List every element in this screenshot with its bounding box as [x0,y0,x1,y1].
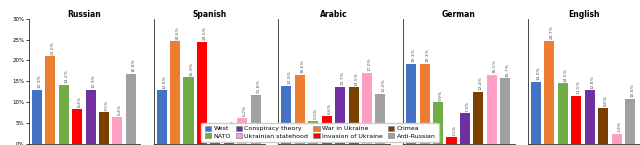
Title: Russian: Russian [68,10,101,19]
Text: 6.4%: 6.4% [118,104,122,115]
Bar [86,90,95,144]
Text: 21.0%: 21.0% [51,41,55,55]
Text: 6.6%: 6.6% [328,103,332,114]
Bar [611,134,621,144]
Text: 12.4%: 12.4% [479,77,483,90]
Text: 8.4%: 8.4% [78,96,82,107]
Text: 8.6%: 8.6% [604,95,608,106]
Text: 13.7%: 13.7% [340,71,345,85]
Text: 11.5%: 11.5% [577,80,581,94]
Bar [224,133,234,144]
Bar [486,75,497,144]
Text: 14.5%: 14.5% [563,68,568,82]
Text: 2.1%: 2.1% [216,122,220,133]
Bar [625,99,635,144]
Bar [531,82,541,144]
Bar [211,135,220,144]
Text: 7.3%: 7.3% [465,100,470,112]
Bar [170,41,180,144]
Bar [500,78,510,144]
Text: 19.1%: 19.1% [426,49,429,62]
Bar [45,56,55,144]
Bar [375,94,385,144]
Text: 24.7%: 24.7% [550,26,554,39]
Title: Arabic: Arabic [320,10,348,19]
Bar [406,64,416,144]
Bar [295,75,305,144]
Text: 2.4%: 2.4% [617,121,621,132]
Bar [251,95,260,144]
Bar [558,83,568,144]
Bar [460,113,470,144]
Text: 14.2%: 14.2% [65,69,68,83]
Bar [362,73,372,144]
Bar [433,102,443,144]
Bar [349,87,358,144]
Bar [184,77,193,144]
Text: 7.5%: 7.5% [105,100,109,111]
Text: 12.8%: 12.8% [163,75,166,89]
Text: 15.9%: 15.9% [189,62,193,76]
Bar [72,109,82,144]
Bar [585,90,595,144]
Text: 16.6%: 16.6% [301,59,305,73]
Legend: West, NATO, Conspiracy theory, Ukrainian statehood, War in Ukraine, Invasion of : West, NATO, Conspiracy theory, Ukrainian… [202,123,438,142]
Text: 16.8%: 16.8% [131,58,136,72]
Bar [197,42,207,144]
Text: 16.5%: 16.5% [492,59,497,73]
Title: German: German [442,10,476,19]
Bar [335,87,345,144]
Text: 13.5%: 13.5% [354,72,358,86]
Text: 5.5%: 5.5% [314,108,318,119]
Text: 12.9%: 12.9% [92,75,95,88]
Bar [32,90,42,144]
Bar [113,117,122,144]
Title: Spanish: Spanish [192,10,227,19]
Text: 12.8%: 12.8% [590,75,595,89]
Bar [99,112,109,144]
Bar [157,90,166,144]
Bar [59,85,68,144]
Bar [308,121,318,144]
Bar [545,41,554,144]
Text: 19.1%: 19.1% [412,49,416,62]
Text: 12.9%: 12.9% [38,75,42,88]
Text: 13.9%: 13.9% [287,70,291,84]
Text: 12.0%: 12.0% [381,78,385,92]
Text: 2.6%: 2.6% [229,120,234,131]
Bar [322,116,332,144]
Bar [474,92,483,144]
Text: 24.5%: 24.5% [203,26,207,40]
Bar [126,74,136,144]
Bar [572,96,581,144]
Title: English: English [568,10,600,19]
Text: 14.9%: 14.9% [537,66,541,80]
Text: 9.9%: 9.9% [439,90,443,101]
Text: 1.5%: 1.5% [452,125,456,136]
Text: 24.6%: 24.6% [176,26,180,40]
Text: 6.2%: 6.2% [243,105,247,116]
Bar [237,118,247,144]
Bar [447,137,456,144]
Bar [282,86,291,144]
Bar [598,108,608,144]
Text: 15.7%: 15.7% [506,63,510,77]
Text: 17.0%: 17.0% [367,57,372,71]
Bar [420,64,429,144]
Text: 11.8%: 11.8% [256,79,260,93]
Text: 10.8%: 10.8% [630,83,635,97]
